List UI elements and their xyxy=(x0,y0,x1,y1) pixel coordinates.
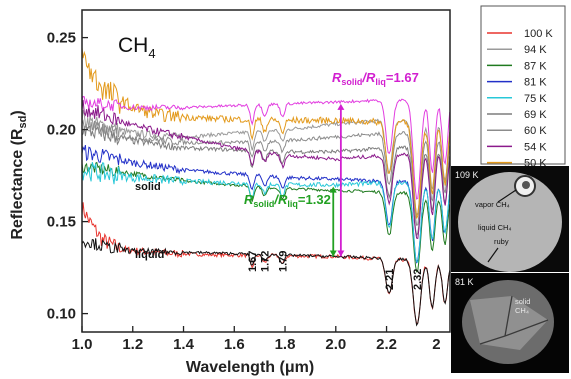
chart-title: CH4 xyxy=(118,34,156,61)
y-axis-label-end: ) xyxy=(9,110,26,115)
x-axis-label: Wavelength (μm) xyxy=(186,359,314,376)
vapor-arrow xyxy=(497,189,517,203)
x-tick-label: 1.0 xyxy=(72,336,93,353)
x-tick-label: 1.4 xyxy=(173,336,195,353)
legend-label: 60 K xyxy=(524,125,547,137)
y-tick-label: 0.10 xyxy=(47,306,76,323)
band-label: 2.32 xyxy=(412,269,424,290)
series-line xyxy=(81,119,451,226)
inset-label-vapor: vapor CH₄ xyxy=(475,200,510,209)
band-label: 2.21 xyxy=(384,269,396,290)
ratio-arrow-top-head-up xyxy=(337,103,345,110)
ratio-label-bottom: Rsolid/Rliq=1.32 xyxy=(244,192,331,209)
legend: 100 K94 K87 K81 K75 K69 K60 K54 K50 K xyxy=(480,5,566,170)
band-label: 1.72 xyxy=(260,251,272,272)
x-tick-label: 1.6 xyxy=(224,336,245,353)
inset-label-liquid: liquid CH₄ xyxy=(478,223,512,232)
solid-label: solid xyxy=(135,181,161,193)
series-line xyxy=(81,238,451,327)
legend-label: 75 K xyxy=(524,93,547,105)
inset-temp-81k: 81 K xyxy=(455,277,474,287)
bubble-core xyxy=(522,181,530,189)
legend-label: 69 K xyxy=(524,109,547,121)
legend-label: 100 K xyxy=(524,28,553,40)
y-tick-label: 0.20 xyxy=(47,122,76,139)
ratio-label-top: Rsolid/Rliq=1.67 xyxy=(332,70,419,87)
ratio-arrow-bottom-head-up xyxy=(329,186,337,193)
ratio-arrow-top-head-down xyxy=(337,250,345,257)
inset-label-ruby: ruby xyxy=(494,237,509,246)
inset-photo-81k: 81 K solid CH₄ xyxy=(451,273,569,373)
inset-temp-109k: 109 K xyxy=(455,170,479,180)
legend-label: 54 K xyxy=(524,141,547,153)
x-tick-label-partial: 2 xyxy=(432,336,440,353)
x-tick-label: 1.2 xyxy=(122,336,143,353)
inset-label-ch4: CH₄ xyxy=(515,306,529,315)
plot-frame xyxy=(81,9,451,333)
series-line xyxy=(81,95,451,200)
y-tick-label: 0.15 xyxy=(47,214,76,231)
y-tick-label: 0.25 xyxy=(47,30,76,47)
legend-label: 87 K xyxy=(524,60,547,72)
legend-label: 94 K xyxy=(524,44,547,56)
ruby-arrow xyxy=(487,247,499,263)
series-line xyxy=(81,109,451,217)
solid-grain-region xyxy=(470,296,548,350)
y-axis-label-sub: sd xyxy=(17,116,29,129)
cell-disc-109k xyxy=(458,172,562,272)
inset-photo-109k: 109 K vapor CH₄ liquid CH₄ ruby xyxy=(451,166,569,272)
axis-ticks: 1.0 1.2 1.4 1.6 1.8 2.0 2.2 2 0.10 0.15 0.20 0.25 xyxy=(47,30,441,353)
grain-boundary-1 xyxy=(504,295,513,337)
series-line xyxy=(81,99,451,240)
ratio-arrow-bottom-head-down xyxy=(329,250,337,257)
plot-area-border xyxy=(81,9,451,333)
legend-label: 81 K xyxy=(524,77,547,89)
band-label: 1.79 xyxy=(277,251,289,272)
chart-title-sub: 4 xyxy=(148,46,155,61)
grain-boundary-3 xyxy=(479,335,506,345)
x-tick-label: 1.8 xyxy=(275,336,296,353)
chart-title-main: CH xyxy=(118,34,148,57)
series-line xyxy=(81,161,451,264)
y-axis-label: Reflectance (Rsd) xyxy=(9,110,29,239)
x-tick-label: 2.2 xyxy=(376,336,397,353)
series-line xyxy=(81,161,451,273)
series-lines xyxy=(81,47,451,327)
x-tick-label: 2.0 xyxy=(325,336,346,353)
y-axis-label-main: Reflectance (R xyxy=(9,128,26,240)
band-label: 1.67 xyxy=(247,251,259,272)
inset-label-solid: solid xyxy=(515,297,530,306)
liquid-label: liquid xyxy=(135,249,164,261)
annotations: solid liquid Rsolid/Rliq=1.67 Rsolid/Rliq=1… xyxy=(135,70,424,290)
grain-boundary-2 xyxy=(504,319,549,337)
